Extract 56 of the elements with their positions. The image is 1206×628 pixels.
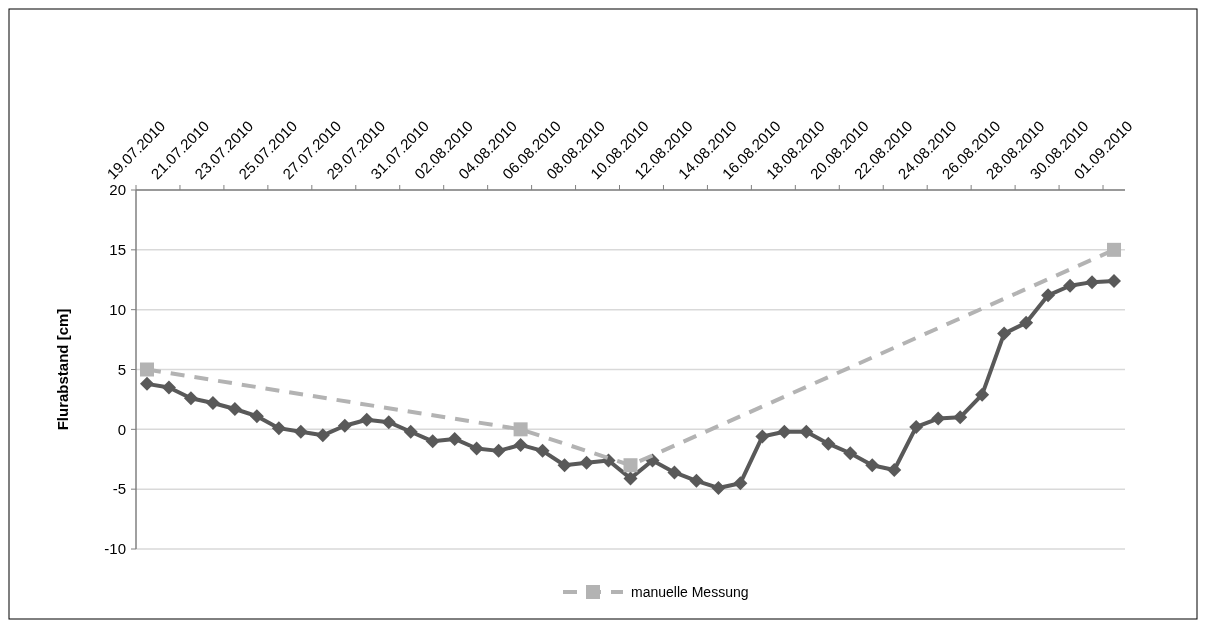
- point: [579, 455, 594, 470]
- y-tick-label: 15: [109, 241, 126, 259]
- point: [799, 424, 814, 439]
- point: [1107, 273, 1122, 288]
- point: [1041, 288, 1056, 303]
- y-tick-label: -5: [112, 480, 126, 498]
- point: [249, 409, 264, 424]
- point: [425, 434, 440, 449]
- point: [139, 376, 154, 391]
- point: [359, 412, 374, 427]
- point: [535, 443, 550, 458]
- point: [183, 391, 198, 406]
- point: [777, 424, 792, 439]
- point: [755, 429, 770, 444]
- point: [689, 473, 704, 488]
- point: [623, 471, 638, 486]
- point: [843, 446, 858, 461]
- point: [447, 431, 462, 446]
- point: [667, 465, 682, 480]
- point: [315, 428, 330, 443]
- point: [139, 362, 154, 377]
- point: [975, 387, 990, 402]
- point: [909, 419, 924, 434]
- y-tick-label: 10: [109, 300, 126, 318]
- point: [205, 396, 220, 411]
- point: [403, 424, 418, 439]
- y-axis-title: Flurabstand [cm]: [54, 308, 71, 431]
- point: [469, 441, 484, 456]
- point: [227, 401, 242, 416]
- point: [293, 424, 308, 439]
- point: [1107, 242, 1122, 257]
- y-tick-label: 20: [109, 181, 126, 199]
- point: [513, 437, 528, 452]
- y-tick-label: -10: [104, 540, 126, 558]
- point: [953, 410, 968, 425]
- point: [623, 458, 638, 473]
- point: [337, 418, 352, 433]
- point: [865, 458, 880, 473]
- point: [491, 443, 506, 458]
- point: [513, 422, 528, 437]
- point: [1019, 315, 1034, 330]
- point: [711, 480, 726, 495]
- point: [931, 411, 946, 426]
- point: [557, 458, 572, 473]
- legend-label: manuelle Messung: [631, 583, 749, 600]
- point: [997, 326, 1012, 341]
- point: [381, 415, 396, 430]
- y-tick-label: 0: [117, 420, 126, 438]
- point: [1085, 275, 1100, 290]
- point: [887, 463, 902, 478]
- point: [271, 421, 286, 436]
- point: [1063, 278, 1078, 293]
- point: [733, 476, 748, 491]
- point: [161, 380, 176, 395]
- point: [821, 436, 836, 451]
- y-tick-label: 5: [117, 360, 126, 378]
